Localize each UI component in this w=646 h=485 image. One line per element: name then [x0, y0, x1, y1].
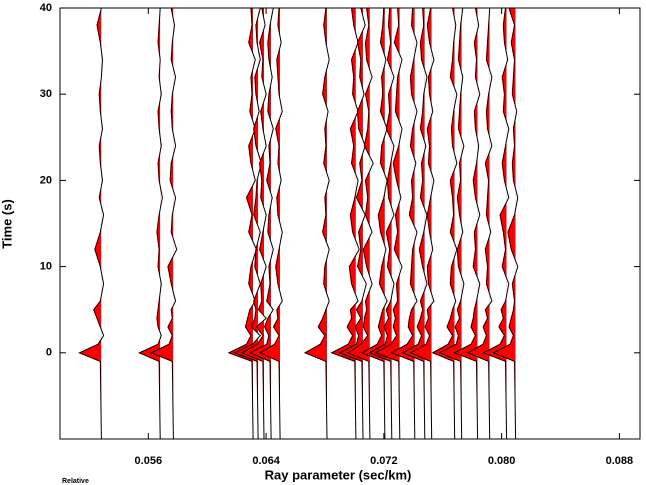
trace-fill	[402, 8, 425, 438]
trace-fill	[432, 8, 455, 437]
trace-fill	[467, 8, 490, 439]
trace-fill	[454, 8, 478, 439]
x-axis-label: Ray parameter (sec/km)	[265, 467, 412, 482]
y-axis-label: Time (s)	[0, 199, 14, 249]
trace-line	[249, 7, 274, 440]
y-tick-label: 20	[40, 174, 52, 186]
trace-line	[227, 7, 257, 440]
trace-fill	[483, 8, 507, 439]
trace-line	[453, 7, 481, 440]
trace-line	[233, 7, 262, 440]
trace-line	[438, 7, 465, 440]
trace-line	[346, 7, 374, 440]
trace-line	[409, 7, 435, 440]
traces	[78, 7, 519, 440]
trace-line	[78, 7, 105, 440]
trace-line	[401, 7, 428, 440]
trace-line	[330, 7, 360, 440]
x-tick-label: 0.072	[370, 455, 398, 467]
x-tick-label: 0.080	[488, 455, 516, 467]
trace-line	[374, 7, 403, 440]
trace-line	[360, 7, 388, 440]
trace-fill	[151, 8, 174, 439]
y-tick-label: 0	[46, 347, 52, 359]
trace-line	[492, 7, 519, 440]
trace-fill	[410, 8, 432, 439]
trace-fill	[347, 8, 370, 439]
trace-line	[303, 7, 330, 440]
trace-line	[482, 7, 510, 440]
x-tick-label: 0.064	[252, 455, 280, 467]
x-tick-label: 0.056	[135, 455, 163, 467]
trace-line	[368, 7, 395, 440]
trace-fill	[361, 8, 385, 439]
y-tick-label: 30	[40, 88, 52, 100]
y-tick-label: 10	[40, 261, 52, 273]
trace-line	[431, 7, 458, 440]
y-tick-label: 40	[40, 2, 52, 14]
trace-fill	[79, 8, 102, 439]
trace-line	[259, 7, 283, 440]
footnote: Relative	[62, 478, 89, 485]
trace-line	[390, 7, 418, 440]
trace-line	[466, 7, 493, 440]
plot-frame	[59, 7, 641, 440]
trace-line	[338, 7, 367, 440]
trace-fill	[391, 8, 415, 437]
trace-fill	[439, 16, 462, 439]
trace-line	[240, 7, 267, 440]
trace-fill	[260, 8, 281, 439]
trace-fill	[375, 8, 400, 439]
trace-line	[138, 7, 163, 440]
trace-fill	[369, 8, 392, 439]
x-tick-label: 0.088	[606, 455, 634, 467]
trace-line	[150, 7, 178, 440]
trace-fill	[139, 8, 161, 439]
